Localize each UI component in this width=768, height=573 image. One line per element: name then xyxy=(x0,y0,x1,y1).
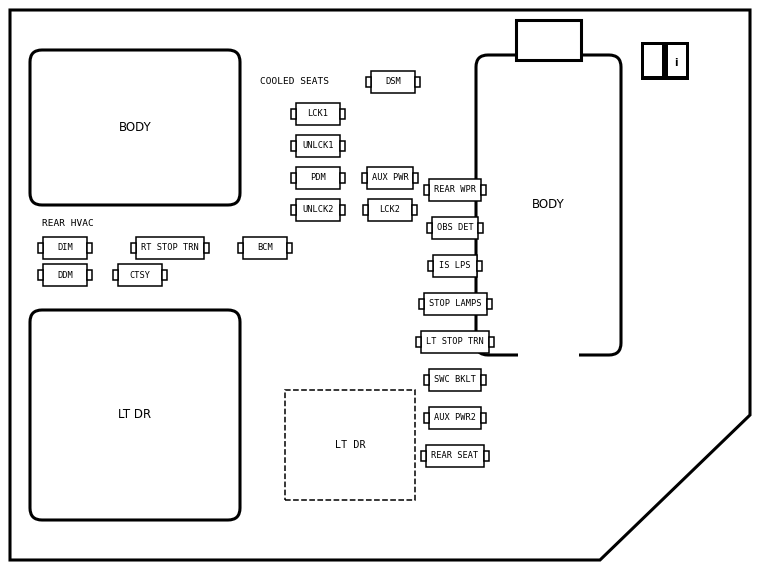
Text: REAR WPR: REAR WPR xyxy=(434,186,476,194)
Text: SWC BKLT: SWC BKLT xyxy=(434,375,476,384)
Bar xyxy=(371,71,415,93)
Text: STOP LAMPS: STOP LAMPS xyxy=(429,300,482,308)
Bar xyxy=(489,337,495,347)
Bar xyxy=(43,237,87,259)
Text: LT DR: LT DR xyxy=(335,440,366,450)
Bar xyxy=(663,44,667,78)
Bar xyxy=(366,77,371,87)
Bar xyxy=(428,261,433,271)
Bar xyxy=(433,255,477,277)
Bar xyxy=(340,205,345,215)
Bar xyxy=(43,264,87,286)
Text: PDM: PDM xyxy=(310,174,326,182)
Bar xyxy=(340,109,345,119)
Text: DSM: DSM xyxy=(385,77,401,87)
Text: DIM: DIM xyxy=(57,244,73,253)
Bar xyxy=(136,237,204,259)
Bar xyxy=(243,237,287,259)
Text: DDM: DDM xyxy=(57,270,73,280)
Text: REAR SEAT: REAR SEAT xyxy=(432,452,478,461)
Bar xyxy=(296,135,340,157)
Bar xyxy=(368,199,412,221)
Text: COOLED SEATS: COOLED SEATS xyxy=(260,77,329,87)
Bar xyxy=(367,167,413,189)
Bar xyxy=(421,331,489,353)
Bar xyxy=(424,185,429,195)
Bar xyxy=(424,375,429,385)
Text: OBS DET: OBS DET xyxy=(437,223,473,233)
Bar xyxy=(204,243,209,253)
Bar xyxy=(481,375,486,385)
Bar xyxy=(363,205,368,215)
Bar xyxy=(291,173,296,183)
Bar xyxy=(296,167,340,189)
Bar xyxy=(477,261,482,271)
Bar xyxy=(87,270,92,280)
Bar xyxy=(162,270,167,280)
FancyBboxPatch shape xyxy=(30,50,240,205)
Text: AUX PWR: AUX PWR xyxy=(372,174,409,182)
Bar xyxy=(415,77,420,87)
Bar xyxy=(38,243,43,253)
Text: AUX PWR2: AUX PWR2 xyxy=(434,414,476,422)
Bar xyxy=(291,205,296,215)
Bar xyxy=(516,20,581,60)
Bar xyxy=(291,141,296,151)
Text: BCM: BCM xyxy=(257,244,273,253)
Bar xyxy=(481,413,486,423)
Bar xyxy=(38,270,43,280)
Polygon shape xyxy=(10,10,750,560)
Bar xyxy=(481,185,486,195)
Bar xyxy=(291,109,296,119)
Bar xyxy=(427,223,432,233)
Text: REAR HVAC: REAR HVAC xyxy=(42,219,94,229)
Bar xyxy=(424,413,429,423)
Text: i: i xyxy=(674,58,677,68)
Bar xyxy=(426,445,484,467)
Text: RT STOP TRN: RT STOP TRN xyxy=(141,244,199,253)
Bar xyxy=(429,179,481,201)
Bar xyxy=(285,390,415,500)
Bar xyxy=(340,141,345,151)
Bar xyxy=(87,243,92,253)
Bar xyxy=(340,173,345,183)
Text: UNLCK2: UNLCK2 xyxy=(303,206,334,214)
Bar xyxy=(429,407,481,429)
Text: LT STOP TRN: LT STOP TRN xyxy=(426,337,484,347)
Text: CTSY: CTSY xyxy=(130,270,151,280)
Bar xyxy=(484,451,488,461)
Bar xyxy=(429,369,481,391)
Bar xyxy=(296,103,340,125)
Bar xyxy=(238,243,243,253)
Bar xyxy=(296,199,340,221)
Bar xyxy=(486,299,492,309)
Bar xyxy=(415,337,421,347)
Text: UNLCK1: UNLCK1 xyxy=(303,142,334,151)
FancyBboxPatch shape xyxy=(476,55,621,355)
Bar xyxy=(412,205,417,215)
Bar xyxy=(113,270,118,280)
Bar xyxy=(423,293,486,315)
Bar xyxy=(432,217,478,239)
Text: LT DR: LT DR xyxy=(118,409,151,422)
Bar xyxy=(478,223,483,233)
Text: LCK2: LCK2 xyxy=(379,206,400,214)
Bar xyxy=(413,173,419,183)
Bar xyxy=(118,264,162,286)
Bar xyxy=(287,243,292,253)
Bar xyxy=(668,45,686,76)
Bar xyxy=(362,173,367,183)
Bar xyxy=(518,353,579,361)
FancyBboxPatch shape xyxy=(30,310,240,520)
Bar xyxy=(422,451,426,461)
Text: LCK1: LCK1 xyxy=(307,109,329,119)
Text: IS LPS: IS LPS xyxy=(439,261,471,270)
Bar xyxy=(644,45,662,76)
Bar xyxy=(641,42,689,80)
Bar xyxy=(131,243,136,253)
Bar xyxy=(419,299,423,309)
Text: BODY: BODY xyxy=(118,121,151,134)
Text: BODY: BODY xyxy=(532,198,565,211)
